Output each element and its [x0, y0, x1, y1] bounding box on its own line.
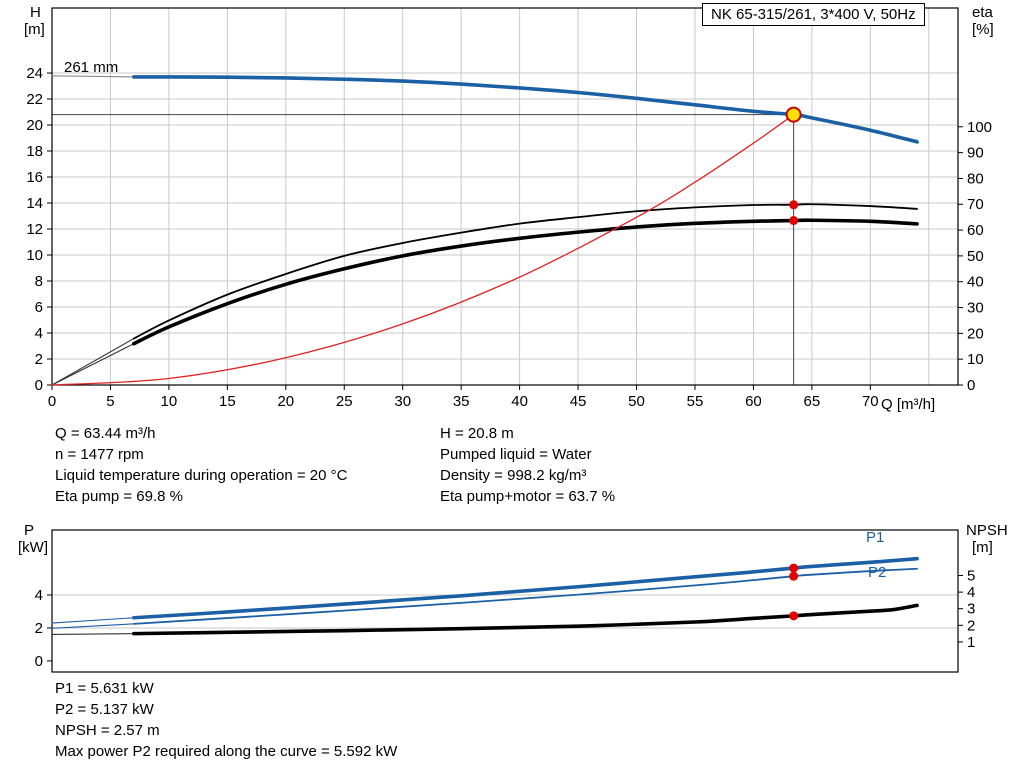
svg-text:80: 80 — [967, 170, 984, 187]
svg-text:20: 20 — [26, 117, 43, 134]
p1-curve-label: P1 — [866, 529, 885, 546]
svg-text:45: 45 — [570, 393, 587, 410]
svg-text:50: 50 — [628, 393, 645, 410]
svg-text:55: 55 — [687, 393, 704, 410]
svg-text:4: 4 — [35, 325, 43, 342]
svg-text:20: 20 — [967, 325, 984, 342]
npsh-axis-unit: [m] — [972, 539, 993, 556]
svg-text:10: 10 — [967, 351, 984, 368]
svg-text:16: 16 — [26, 169, 43, 186]
svg-text:35: 35 — [453, 393, 470, 410]
svg-text:6: 6 — [35, 299, 43, 316]
svg-text:5: 5 — [106, 393, 114, 410]
info-head: H = 20.8 m — [440, 425, 514, 442]
svg-text:2: 2 — [35, 351, 43, 368]
svg-text:8: 8 — [35, 273, 43, 290]
svg-text:22: 22 — [26, 91, 43, 108]
eta-axis-unit: [%] — [972, 21, 994, 38]
npsh-axis-symbol: NPSH — [966, 522, 1008, 539]
svg-text:12: 12 — [26, 221, 43, 238]
info-eta-pump: Eta pump = 69.8 % — [55, 488, 183, 505]
svg-text:5: 5 — [967, 568, 975, 585]
svg-text:2: 2 — [967, 617, 975, 634]
svg-text:0: 0 — [35, 377, 43, 394]
flow-axis-label: Q [m³/h] — [881, 396, 936, 413]
svg-text:100: 100 — [967, 119, 992, 136]
svg-text:30: 30 — [967, 300, 984, 317]
p2-curve-label: P2 — [868, 564, 887, 581]
svg-text:40: 40 — [511, 393, 528, 410]
svg-text:14: 14 — [26, 195, 43, 212]
eta-axis-title: eta [%] — [972, 4, 994, 38]
svg-text:24: 24 — [26, 65, 43, 82]
svg-text:4: 4 — [967, 584, 975, 601]
svg-text:0: 0 — [967, 377, 975, 394]
impeller-diameter-label: 261 mm — [64, 59, 119, 76]
info-speed: n = 1477 rpm — [55, 446, 144, 463]
svg-text:20: 20 — [277, 393, 294, 410]
power-axis-symbol: P — [24, 522, 35, 539]
power-info-block: P1 = 5.631 kW P2 = 5.137 kW NPSH = 2.57 … — [55, 678, 397, 762]
svg-text:60: 60 — [967, 222, 984, 239]
duty-info-left: Q = 63.44 m³/h n = 1477 rpm Liquid tempe… — [55, 423, 347, 507]
svg-text:10: 10 — [161, 393, 178, 410]
svg-text:70: 70 — [862, 393, 879, 410]
svg-text:0: 0 — [48, 393, 56, 410]
svg-text:2: 2 — [35, 620, 43, 637]
head-axis-symbol: H — [30, 4, 41, 21]
svg-text:90: 90 — [967, 145, 984, 162]
info-max-power: Max power P2 required along the curve = … — [55, 743, 398, 760]
power-axis-unit: [kW] — [18, 539, 48, 556]
pump-title-box: NK 65-315/261, 3*400 V, 50Hz — [702, 3, 925, 26]
svg-text:15: 15 — [219, 393, 236, 410]
svg-text:65: 65 — [804, 393, 821, 410]
eta-axis-symbol: eta — [972, 4, 993, 21]
power-axis-title: P [kW] — [18, 522, 48, 556]
info-p1: P1 = 5.631 kW — [55, 680, 154, 697]
svg-text:60: 60 — [745, 393, 762, 410]
svg-text:4: 4 — [35, 587, 43, 604]
info-pumped-liquid: Pumped liquid = Water — [440, 446, 592, 463]
svg-text:50: 50 — [967, 248, 984, 265]
svg-text:70: 70 — [967, 196, 984, 213]
info-liquid-temperature: Liquid temperature during operation = 20… — [55, 467, 348, 484]
svg-text:18: 18 — [26, 143, 43, 160]
svg-text:25: 25 — [336, 393, 353, 410]
head-axis-title: H [m] — [24, 4, 45, 38]
svg-text:1: 1 — [967, 634, 975, 651]
info-eta-pump-motor: Eta pump+motor = 63.7 % — [440, 488, 616, 505]
info-npsh: NPSH = 2.57 m — [55, 722, 160, 739]
duty-info-right: H = 20.8 m Pumped liquid = Water Density… — [440, 423, 615, 507]
svg-text:40: 40 — [967, 274, 984, 291]
svg-text:10: 10 — [26, 247, 43, 264]
npsh-axis-title: NPSH [m] — [966, 522, 1008, 556]
svg-text:0: 0 — [35, 653, 43, 670]
head-axis-unit: [m] — [24, 21, 45, 38]
info-density: Density = 998.2 kg/m³ — [440, 467, 587, 484]
svg-text:30: 30 — [394, 393, 411, 410]
info-p2: P2 = 5.137 kW — [55, 701, 154, 718]
svg-text:3: 3 — [967, 601, 975, 618]
info-flow: Q = 63.44 m³/h — [55, 425, 156, 442]
